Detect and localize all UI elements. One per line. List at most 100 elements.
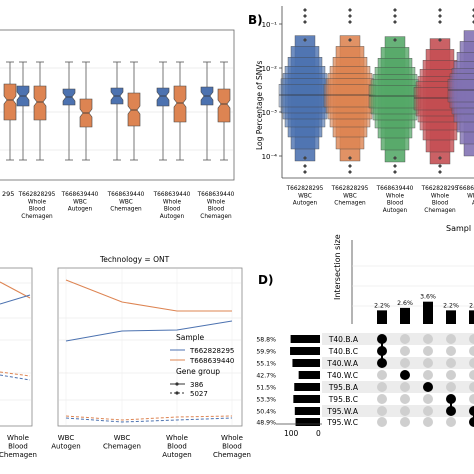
legend-gene-title: Gene group xyxy=(176,367,220,376)
panel-d-dot-inactive xyxy=(446,370,456,380)
panel-b-outlier xyxy=(393,14,397,18)
legend-sample-title: Sample xyxy=(176,333,205,342)
panel-c-left-frame xyxy=(0,267,33,427)
panel-d-dot-inactive xyxy=(377,394,387,404)
panel-d-dot-active xyxy=(446,394,456,404)
panel-b-outlier xyxy=(303,170,307,174)
panel-d-bar-label: 2.2% xyxy=(374,302,390,309)
panel-b-x-tick-label: A xyxy=(472,201,474,207)
panel-b-outlier xyxy=(348,14,352,18)
panel-b-outlier xyxy=(348,170,352,174)
panel-c-x-tick-label: Whole xyxy=(221,434,243,442)
panel-b-boxen-layer xyxy=(451,68,474,115)
panel-d-set-bar xyxy=(290,335,320,343)
panel-d-intersection-bar xyxy=(400,307,410,324)
panel-b-outlier xyxy=(303,20,307,24)
panel-d-set-pct: 50.4% xyxy=(256,409,276,416)
panel-c-x-tick-label: Blood xyxy=(167,443,187,451)
panel-d-intersection-bar xyxy=(423,301,433,324)
panel-b-outlier xyxy=(393,8,397,12)
panel-d-dot-inactive xyxy=(377,406,387,416)
panel-b-x-tick-label: Chemagen xyxy=(334,201,366,207)
legend-sample-1: T662828295 xyxy=(189,347,234,355)
panel-b-label: B) xyxy=(248,13,263,27)
panel-a-x-tick-label: WBC xyxy=(119,199,133,205)
panel-b-y-ticks: 10⁻¹ 10⁻² 10⁻³ 10⁻⁴ xyxy=(262,21,282,161)
panel-d-dot-inactive xyxy=(400,417,410,427)
panel-a-x-tick-label: Autogen xyxy=(68,207,93,213)
panel-c-x-tick-label: WBC xyxy=(114,434,131,442)
panel-b-outlier xyxy=(438,156,442,160)
panel-d-dot-inactive xyxy=(423,358,433,368)
panel-a-box xyxy=(127,92,141,127)
panel-a-x-tick-label: T668639440 xyxy=(197,192,235,198)
panel-b-outlier xyxy=(438,20,442,24)
panel-d-intersection-bars: 2.2% 2.6% 3.6% 2.2% 2.2 xyxy=(374,294,474,324)
panel-d-intersection-bar xyxy=(469,310,474,324)
panel-d-dot-inactive xyxy=(469,370,474,380)
panel-b-x-tick-label: T662828295 xyxy=(421,186,459,192)
panel-d-set-name: T40.W.C xyxy=(326,371,358,380)
panel-b-x-tick-label: T668639440 xyxy=(455,186,474,192)
panel-b-outlier xyxy=(393,156,397,160)
panel-c-x-tick-label: Chemagen xyxy=(103,443,141,451)
panel-d-tick-0: 0 xyxy=(316,429,321,438)
panel-d-row-stripe xyxy=(322,333,474,345)
panel-a-boxes xyxy=(3,61,231,161)
panel-b-outlier xyxy=(303,164,307,168)
panel-b-outlier xyxy=(303,14,307,18)
panel-d-dot-inactive xyxy=(377,417,387,427)
panel-d-dot-active xyxy=(377,346,387,356)
panel-b-outlier xyxy=(438,170,442,174)
panel-c-left-x-tick-label: Blood xyxy=(8,443,28,451)
panel-c-left-x-tick-label: Whole xyxy=(7,434,29,442)
panel-d-set-bar xyxy=(294,407,320,415)
panel-d-dot-inactive xyxy=(377,370,387,380)
panel-c-lines xyxy=(0,279,233,423)
legend-gene-2: 5027 xyxy=(190,390,208,398)
panel-a: 295 T662828295WholeBloodChemagenT6686394… xyxy=(0,29,235,220)
panel-c-left-series-line xyxy=(0,374,31,381)
panel-d-dot-inactive xyxy=(423,406,433,416)
panel-d-dot-inactive xyxy=(377,382,387,392)
panel-a-box xyxy=(156,87,170,107)
panel-b-boxen-layer xyxy=(447,78,474,103)
panel-c-gridlines xyxy=(0,269,241,425)
panel-b: B) 10⁻¹ 10⁻² 10⁻³ 10⁻⁴ Log Percentage of SN… xyxy=(248,6,474,233)
panel-b-boxen-layer xyxy=(280,78,330,114)
panel-d-intersection-bar xyxy=(377,310,387,324)
panel-a-box xyxy=(3,83,17,121)
panel-d-dot-inactive xyxy=(400,406,410,416)
panel-d-dot-inactive xyxy=(469,346,474,356)
panel-b-boxen-layer xyxy=(368,84,422,109)
panel-d: D) Intersection size 2.2%2.6%3.6%2.2%2.2… xyxy=(256,234,474,438)
panel-c-legend: Sample T662828295 T668639440 Gene group … xyxy=(170,333,234,398)
panel-c-left-series-line xyxy=(0,371,31,377)
panel-d-set-pct: 51.5% xyxy=(256,385,276,392)
panel-a-x-tick-label: Chemagen xyxy=(200,214,232,220)
panel-d-set-name: T95.B.C xyxy=(328,395,358,404)
panel-c-right-frame xyxy=(57,267,243,427)
panel-d-set-name: T95.W.A xyxy=(326,407,358,416)
panel-d-set-name: T40.W.A xyxy=(326,359,358,368)
panel-d-row-stripe xyxy=(322,381,474,393)
panel-a-x-tick-label: Whole xyxy=(207,199,226,205)
panel-a-x-tick-label: WBC xyxy=(73,199,87,205)
panel-d-dot-inactive xyxy=(469,334,474,344)
panel-c-title: Technology = ONT xyxy=(99,255,170,264)
panel-b-outlier xyxy=(303,156,307,160)
panel-b-boxen-layer xyxy=(282,73,328,120)
panel-d-set-bar xyxy=(292,359,320,367)
panel-b-y-tick-label: 10⁻³ xyxy=(262,109,278,117)
panel-d-y-axis-label: Intersection size xyxy=(333,234,342,300)
panel-b-x-tick-label: Blood xyxy=(387,201,404,207)
panel-b-x-tick-label: Autogen xyxy=(383,208,408,214)
panel-d-dot-inactive xyxy=(400,382,410,392)
panel-d-dot-inactive xyxy=(446,417,456,427)
panel-d-dot-inactive xyxy=(469,358,474,368)
panel-b-x-tick-label: T662828295 xyxy=(286,186,324,192)
panel-c-x-tick-label: Whole xyxy=(166,434,188,442)
legend-gene-1: 386 xyxy=(190,381,204,389)
panel-c-left-series-line xyxy=(0,281,31,299)
panel-d-tick-100: 100 xyxy=(284,429,299,438)
